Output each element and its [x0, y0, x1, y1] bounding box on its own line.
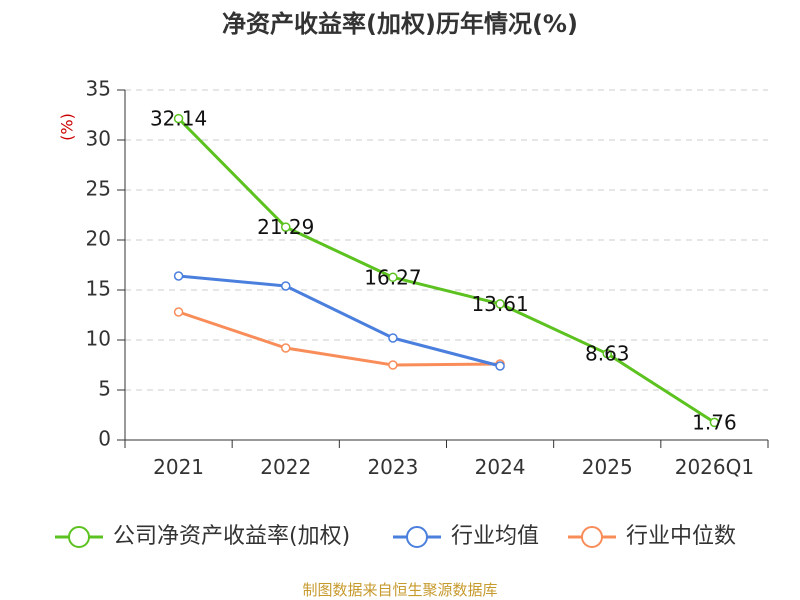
data-point [602, 348, 612, 359]
series-line [178, 310, 501, 367]
legend-marker [581, 526, 603, 548]
x-tick-label: 2024 [475, 455, 526, 479]
legend-item[interactable]: 行业中位数 [568, 524, 736, 549]
data-point [281, 222, 291, 232]
data-label: 8.63 [585, 342, 630, 366]
grid-lines [125, 89, 768, 391]
x-tick-label: 2026Q1 [675, 455, 754, 479]
data-point [173, 271, 184, 281]
legend-label: 行业中位数 [626, 524, 736, 549]
legend-marker [68, 526, 90, 548]
data-point [388, 272, 398, 283]
y-tick-label: 30 [86, 127, 111, 151]
data-label: 21.29 [257, 215, 314, 239]
x-tick-label: 2021 [153, 455, 204, 479]
y-axis-label: (%) [58, 113, 77, 141]
data-point [388, 360, 398, 370]
y-tick-label: 15 [86, 277, 111, 301]
data-point [495, 361, 505, 371]
series-layer [173, 113, 720, 428]
data-point [388, 333, 398, 343]
y-tick-label: 0 [98, 427, 111, 451]
data-point [495, 299, 505, 309]
data-label: 16.27 [364, 265, 421, 289]
data-label: 32.14 [150, 107, 207, 131]
data-point [281, 281, 291, 291]
data-label: 13.61 [471, 292, 528, 316]
y-tick-label: 10 [86, 327, 111, 351]
y-tick-label: 35 [86, 77, 111, 101]
series-行业均值 [173, 271, 505, 371]
x-tick-label: 2023 [367, 455, 418, 479]
data-point [709, 417, 720, 428]
source-note: 制图数据来自恒生聚源数据库 [302, 581, 497, 599]
series-line [177, 117, 716, 424]
data-point [173, 307, 184, 317]
data-label: 1.76 [692, 410, 737, 434]
series-line [178, 274, 501, 368]
y-tick-label: 20 [86, 227, 111, 251]
legend-item[interactable]: 公司净资产收益率(加权) [55, 524, 350, 549]
data-labels: 32.14 21.29 16.27 13.61 8.63 1.76 [150, 107, 737, 435]
legend-marker [406, 526, 428, 548]
x-tick-label: 2022 [260, 455, 311, 479]
legend[interactable]: 公司净资产收益率(加权) 行业均值 行业中位数 [55, 524, 736, 549]
legend-label: 行业均值 [451, 524, 539, 549]
x-tick-label: 2025 [582, 455, 633, 479]
y-tick-label: 5 [98, 377, 111, 401]
series-行业中位数 [173, 307, 505, 370]
legend-item[interactable]: 行业均值 [393, 524, 539, 549]
chart-title: 净资产收益率(加权)历年情况(%) [222, 10, 578, 38]
data-point [173, 113, 184, 124]
legend-label: 公司净资产收益率(加权) [113, 524, 350, 549]
data-point [281, 343, 291, 353]
series-公司净资产收益率(加权) [173, 113, 720, 428]
y-tick-label: 25 [86, 177, 111, 201]
